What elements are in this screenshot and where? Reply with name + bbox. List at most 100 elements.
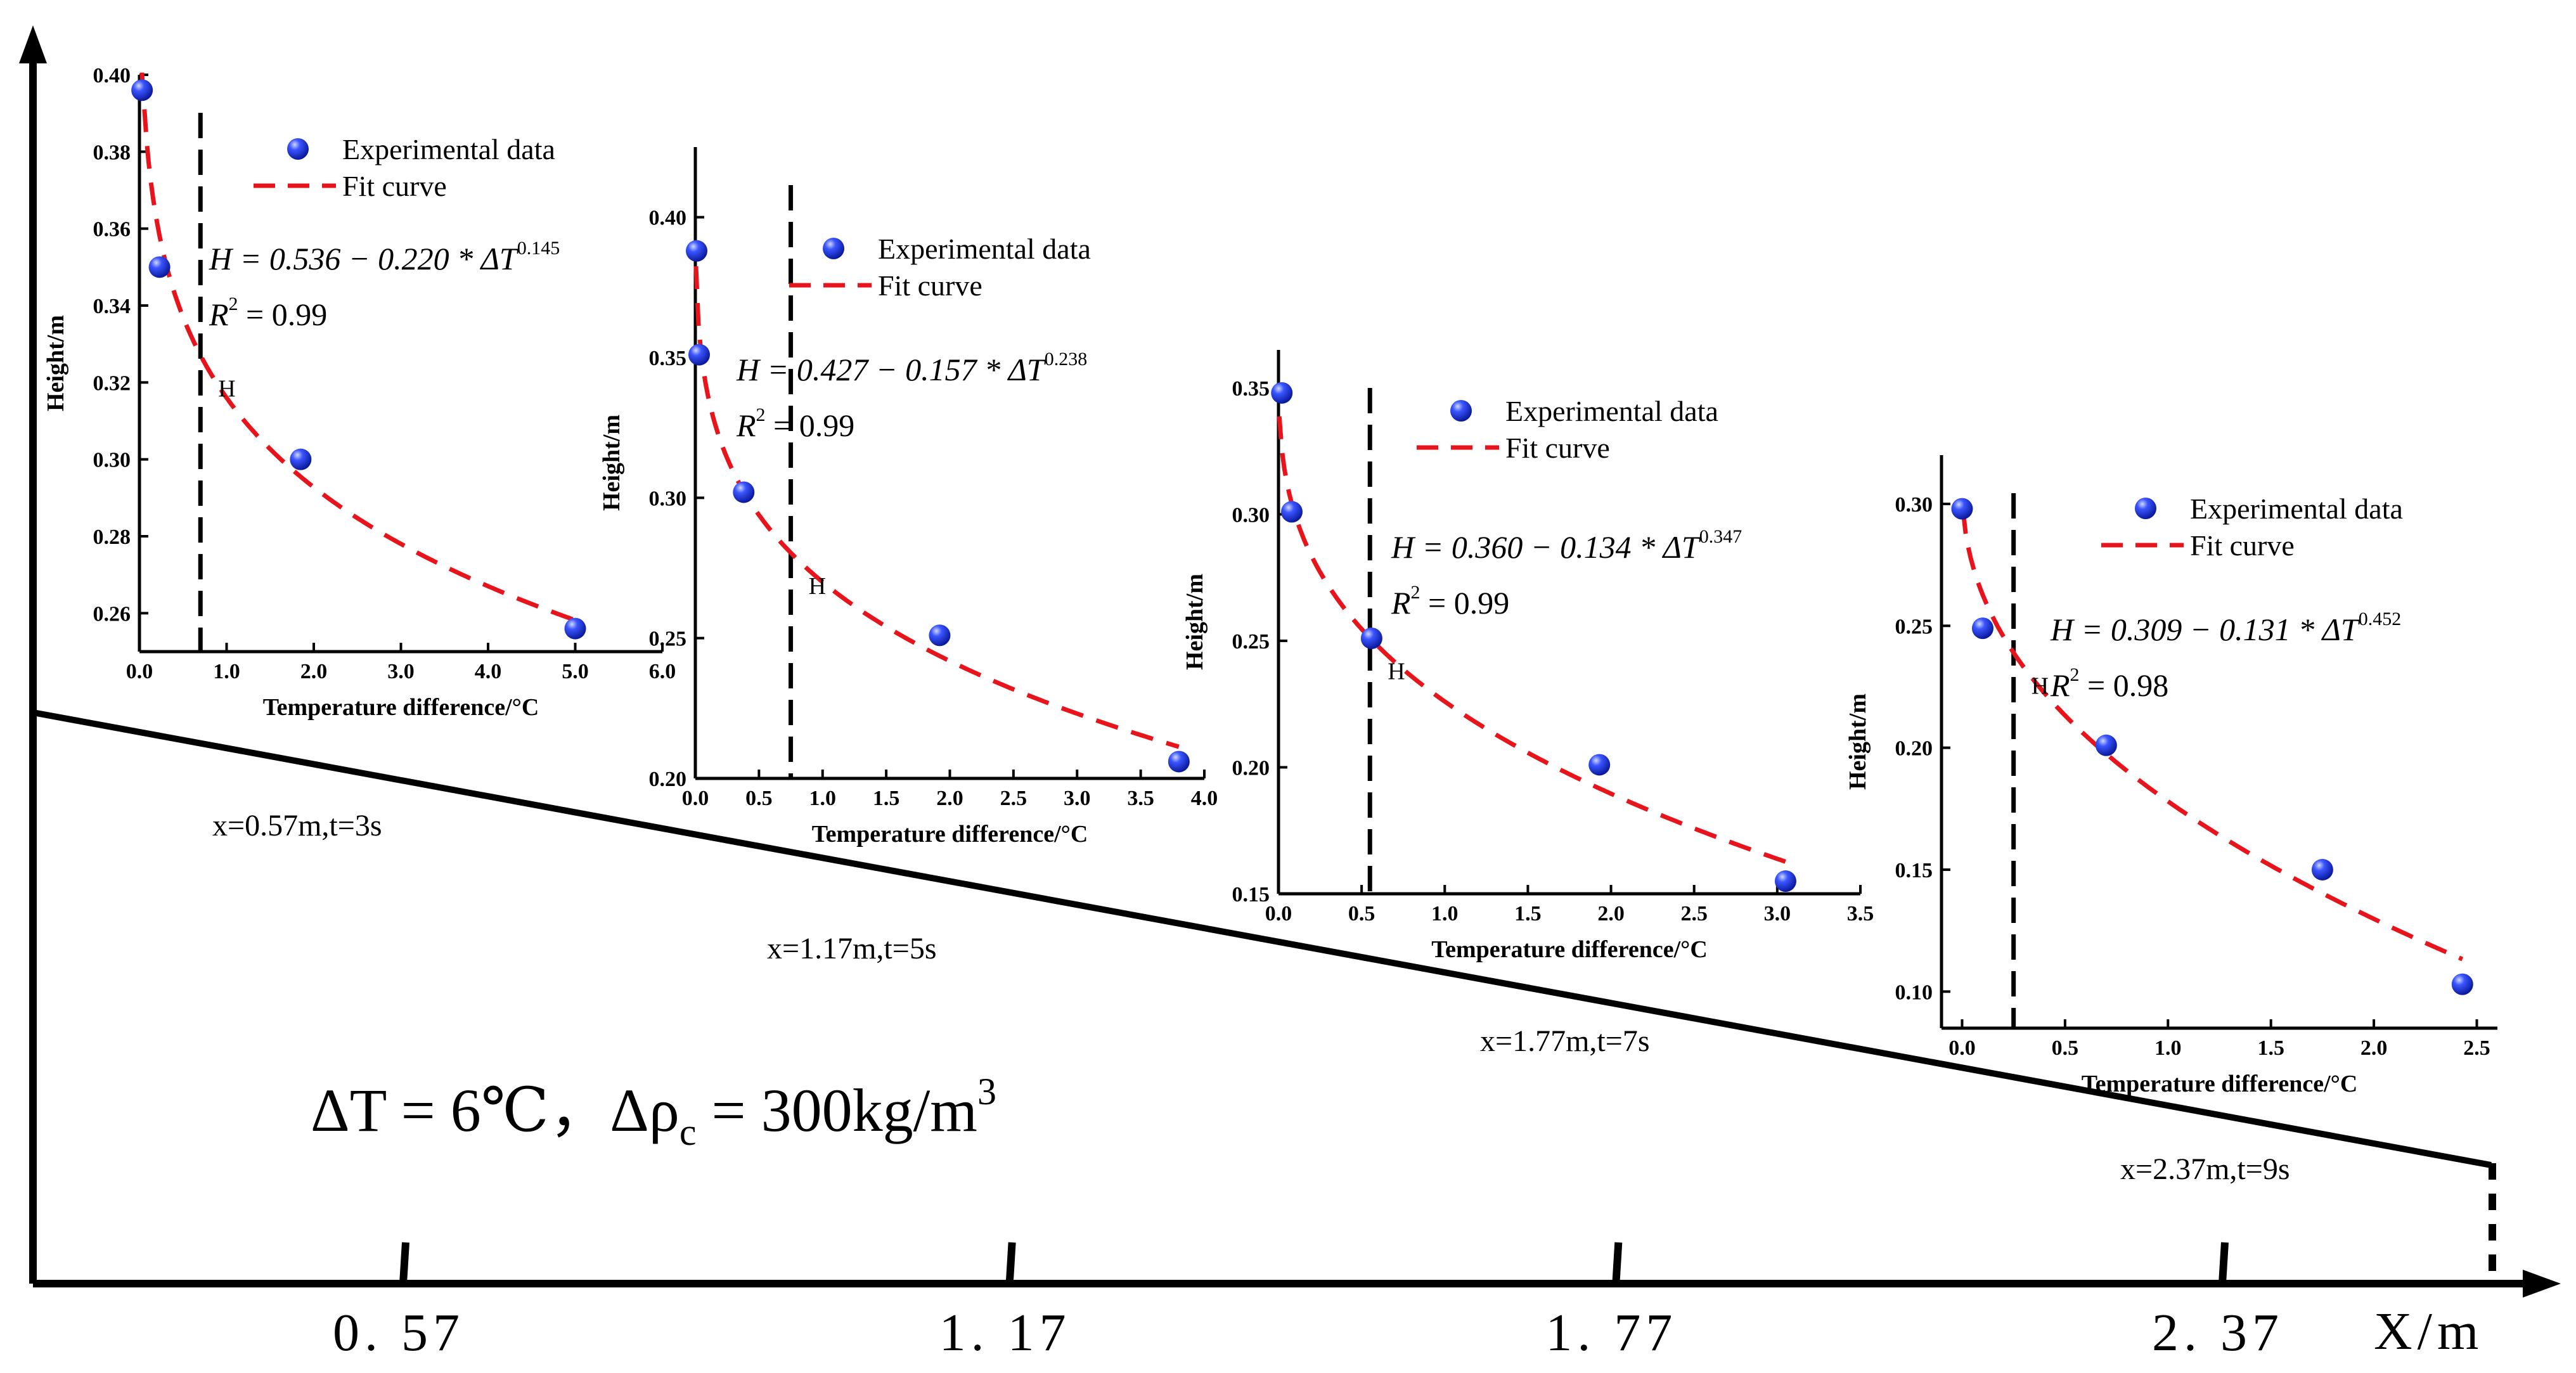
r-squared: R2 = 0.98 <box>2050 664 2168 703</box>
inset-y-tick-label: 0.30 <box>1232 503 1270 527</box>
data-point <box>1951 498 1973 520</box>
fit-curve <box>139 72 576 622</box>
position-label-2: x=1.17m,t=5s <box>767 932 937 965</box>
inset-y-axis-label: Height/m <box>42 315 69 411</box>
main-axes <box>19 25 2561 1298</box>
inset-y-tick-label: 0.36 <box>93 218 131 242</box>
inset-x-tick-label: 0.0 <box>1265 902 1292 925</box>
inset-x-tick-label: 1.0 <box>1431 902 1459 925</box>
legend-fit-label: Fit curve <box>878 269 982 302</box>
inset-chart-2: 0.0 0.5 1.0 1.5 2.0 2.5 3.0 3.5 4.0 0.20 0.25 0.30 0… <box>598 147 1218 848</box>
inset-x-tick-label: 2.0 <box>2360 1036 2388 1060</box>
h-marker-label: H <box>809 573 826 600</box>
legend-experimental-label: Experimental data <box>2190 493 2403 525</box>
inset-chart-3: 0.0 0.5 1.0 1.5 2.0 2.5 3.0 3.5 0.15 0.20 0.25 0.30… <box>1182 350 1874 963</box>
x-axis-label: X/m <box>2374 1302 2483 1361</box>
inset-y-tick-label: 0.40 <box>93 64 131 87</box>
inset-y-tick-label: 0.38 <box>93 141 131 164</box>
fit-equation: H = 0.427 − 0.157 * ΔT0.238 <box>736 349 1087 387</box>
inset-y-tick-label: 0.26 <box>93 602 131 626</box>
legend-fit-label: Fit curve <box>342 170 447 202</box>
inset-y-tick-label: 0.40 <box>649 207 687 230</box>
data-point <box>148 256 171 278</box>
position-label-4: x=2.37m,t=9s <box>2120 1152 2290 1186</box>
inset-x-tick-label: 0.0 <box>682 787 709 810</box>
inset-x-tick-label: 2.0 <box>936 787 963 810</box>
inset-x-tick-label: 3.0 <box>387 660 415 683</box>
inset-x-tick-label: 1.5 <box>1514 902 1542 925</box>
data-point <box>733 481 755 503</box>
legend-point-symbol <box>287 138 309 160</box>
data-point <box>1774 870 1796 893</box>
position-label-1: x=0.57m,t=3s <box>212 809 382 842</box>
data-point <box>2451 973 2473 995</box>
r-squared: R2 = 0.99 <box>209 293 327 332</box>
main-x-axis-arrow <box>2523 1270 2561 1298</box>
h-marker-label: H <box>2032 673 2049 700</box>
fit-curve <box>693 266 1180 749</box>
inset-x-tick-label: 2.0 <box>300 660 328 683</box>
inset-x-tick-label: 3.5 <box>1127 787 1154 810</box>
h-marker-label: H <box>218 375 235 402</box>
main-diagonal-line <box>32 709 2492 1168</box>
inset-x-tick-label: 0.5 <box>1348 902 1375 925</box>
position-label-3: x=1.77m,t=7s <box>1480 1024 1650 1058</box>
data-point <box>1360 627 1382 649</box>
main-x-tick-label: 1. 17 <box>939 1303 1071 1362</box>
data-point <box>1280 501 1303 523</box>
inset-y-axis-label: Height/m <box>1845 693 1871 790</box>
inset-y-tick-label: 0.28 <box>93 525 131 549</box>
inset-x-tick-label: 2.5 <box>1000 787 1027 810</box>
inset-y-tick-label: 0.20 <box>649 768 687 791</box>
inset-y-tick-label: 0.15 <box>1895 859 1933 882</box>
inset-x-tick-label: 3.5 <box>1847 902 1874 925</box>
h-marker-label: H <box>1388 659 1405 685</box>
inset-x-axis-label: Temperature difference/°C <box>263 694 539 721</box>
fit-equation: H = 0.309 − 0.131 * ΔT0.452 <box>2050 609 2401 647</box>
inset-chart-4: 0.0 0.5 1.0 1.5 2.0 2.5 0.10 0.15 0.20 0.25 0.30 Te… <box>1845 455 2497 1097</box>
legend-experimental-label: Experimental data <box>342 133 555 165</box>
inset-x-tick-label: 0.0 <box>1948 1036 1976 1060</box>
legend-point-symbol <box>823 238 844 259</box>
main-x-tick-label: 2. 37 <box>2152 1303 2284 1362</box>
inset-y-tick-label: 0.32 <box>93 371 131 395</box>
data-point <box>131 79 153 101</box>
inset-y-tick-label: 0.15 <box>1232 883 1270 906</box>
main-x-tick-mark <box>1005 1242 1016 1284</box>
inset-x-tick-label: 0.0 <box>126 660 153 683</box>
inset-y-axis-label: Height/m <box>1182 574 1208 670</box>
inset-x-tick-label: 5.0 <box>562 660 589 683</box>
inset-x-axis-label: Temperature difference/°C <box>812 821 1088 848</box>
inset-y-tick-label: 0.10 <box>1895 981 1933 1004</box>
legend-point-symbol <box>1450 400 1472 422</box>
main-x-tick-label: 0. 57 <box>333 1303 465 1362</box>
inset-chart-1: 0.0 1.0 2.0 3.0 4.0 5.0 6.0 0.26 0.28 0.30 0.32 0.3… <box>42 64 676 721</box>
inset-x-tick-label: 2.5 <box>1680 902 1708 925</box>
inset-y-tick-label: 0.35 <box>649 347 687 370</box>
inset-x-tick-label: 1.0 <box>213 660 240 683</box>
data-point <box>929 624 951 647</box>
inset-y-tick-label: 0.34 <box>93 295 131 318</box>
inset-y-tick-label: 0.25 <box>1895 615 1933 638</box>
inset-x-tick-label: 1.0 <box>2154 1036 2182 1060</box>
data-point <box>1271 382 1293 404</box>
data-point <box>1168 751 1190 773</box>
inset-x-tick-label: 2.0 <box>1597 902 1625 925</box>
legend-experimental-label: Experimental data <box>878 233 1091 265</box>
fit-equation: H = 0.360 − 0.134 * ΔT0.347 <box>1391 526 1742 565</box>
legend-fit-label: Fit curve <box>2190 529 2295 562</box>
inset-y-axis-label: Height/m <box>598 415 625 511</box>
r-squared: R2 = 0.99 <box>736 404 854 443</box>
inset-x-tick-label: 0.5 <box>745 787 773 810</box>
inset-y-tick-label: 0.30 <box>649 487 687 510</box>
inset-y-tick-label: 0.25 <box>1232 630 1270 654</box>
fit-curve <box>1961 510 2464 962</box>
inset-x-tick-label: 6.0 <box>649 660 676 683</box>
legend-experimental-label: Experimental data <box>1505 395 1718 427</box>
inset-y-tick-label: 0.20 <box>1895 737 1933 761</box>
data-point <box>686 240 708 262</box>
data-point <box>2311 858 2333 880</box>
main-y-axis-arrow <box>19 25 47 63</box>
main-x-ticks: 0. 57 1. 17 1. 77 2. 37 <box>333 1242 2284 1362</box>
